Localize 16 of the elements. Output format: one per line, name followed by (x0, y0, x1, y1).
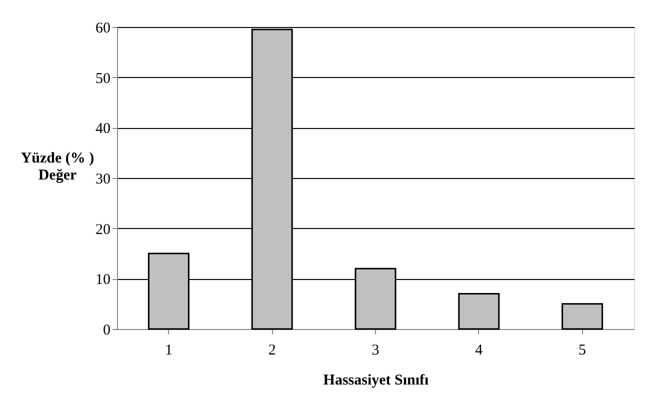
x-tick-label: 5 (578, 342, 586, 358)
x-tick-label: 1 (164, 342, 172, 358)
x-axis-title: Hassasiyet Sınıfı (323, 372, 429, 388)
bar (458, 293, 500, 330)
bar (562, 303, 604, 330)
y-tick-label: 0 (103, 322, 110, 338)
y-axis-title: Yüzde (% ) Değer (20, 150, 94, 184)
y-tick-label: 60 (96, 20, 110, 36)
y-tick-label: 20 (96, 222, 110, 238)
y-tick-label: 30 (96, 172, 110, 188)
y-tick-label: 40 (96, 121, 110, 138)
x-tick-label: 2 (268, 342, 276, 358)
x-tick-label: 3 (372, 342, 380, 358)
x-tick-label: 4 (475, 342, 484, 358)
y-tick-label: 10 (96, 272, 110, 288)
y-tick-label: 50 (96, 70, 110, 87)
